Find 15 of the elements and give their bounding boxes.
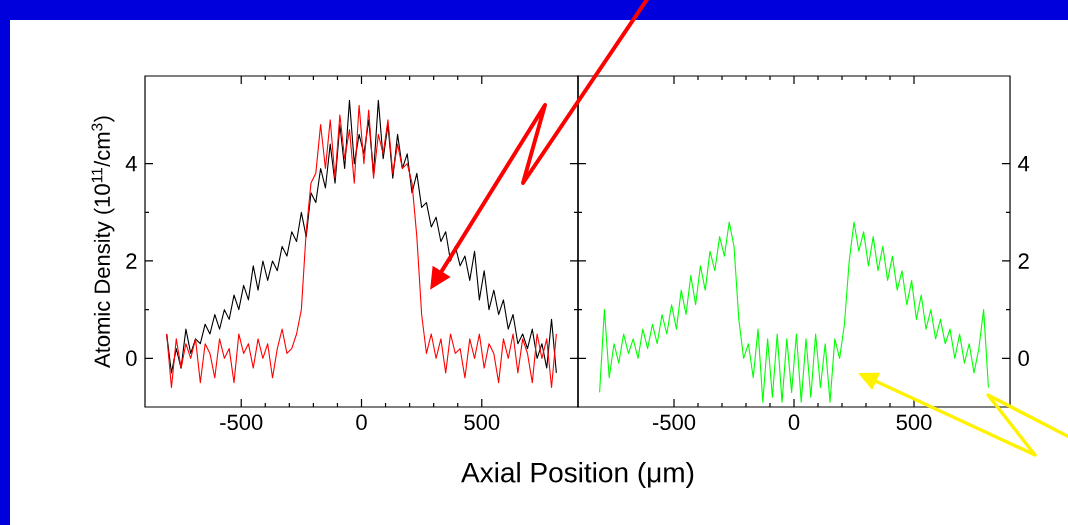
- y-tick-label: 4: [1018, 156, 1030, 172]
- line-series: [599, 221, 989, 403]
- x-axis-title: Axial Position (μm): [461, 461, 694, 489]
- x-tick-label: -500: [652, 414, 696, 431]
- y-tick-label: 4: [125, 156, 137, 172]
- x-tick-label: 500: [464, 414, 500, 431]
- x-tick-label: -500: [220, 414, 263, 431]
- y-tick-label: 0: [1018, 350, 1029, 367]
- y-axis-title: Atomic Density (10$^{11}$/cm$^{3}$): [91, 116, 115, 368]
- y-tick-label: 0: [126, 350, 137, 367]
- y-tick-label: 2: [126, 253, 137, 269]
- x-tick-label: 500: [896, 414, 932, 431]
- y-tick-label: 2: [1018, 253, 1029, 269]
- x-tick-label: 0: [356, 414, 367, 431]
- x-tick-label: 0: [788, 414, 800, 431]
